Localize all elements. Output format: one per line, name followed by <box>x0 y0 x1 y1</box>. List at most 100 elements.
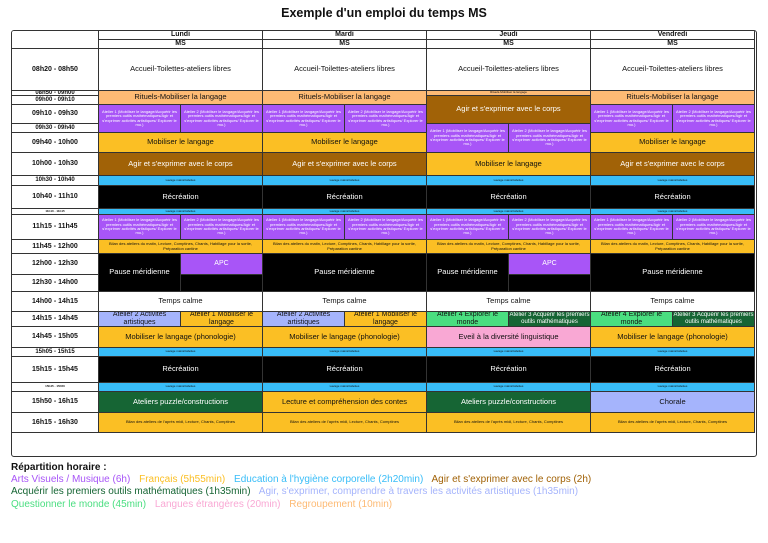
slot-atelier-1: Atelier 1 (Mobiliser le langage/Acquérir… <box>427 215 509 240</box>
slot-bilan-aprem: Bilan des ateliers de l'après midi, Lect… <box>263 413 427 433</box>
level-header: MS <box>263 40 427 49</box>
slot-recreation: Récréation <box>99 357 263 383</box>
slot-temps-calme: Temps calme <box>263 292 427 312</box>
slot-lavage: Lavage mains/toilettes <box>591 383 755 392</box>
slot-mobiliser: Mobiliser le langage <box>427 153 591 176</box>
slot-atelier-1: Atelier 1 (Mobiliser le langage/Acquérir… <box>263 215 345 240</box>
slot-atelier-2: Atelier 2 (Mobiliser le langage/Acquérir… <box>509 215 591 240</box>
slot-bilan-matin: Bilan des ateliers du matin, Lecture, Co… <box>427 240 591 254</box>
time-label: 08h50 - 09h00 <box>12 91 99 96</box>
slot-atelier-arts: Atelier 2 Activités artistiques <box>263 312 345 327</box>
time-label: 14h45 - 15h05 <box>12 327 99 348</box>
slot-agir-corps: Agir et s'exprimer avec le corps <box>591 153 755 176</box>
slot-temps-calme: Temps calme <box>427 292 591 312</box>
time-label: 14h00 - 14h15 <box>12 292 99 312</box>
slot-lavage: Lavage mains/toilettes <box>591 209 755 215</box>
slot-bilan-aprem: Bilan des ateliers de l'après midi, Lect… <box>591 413 755 433</box>
slot-atelier-2: Atelier 2 (Mobiliser le langage/Acquérir… <box>181 105 263 133</box>
level-header: MS <box>591 40 755 49</box>
slot-recreation: Récréation <box>263 186 427 209</box>
slot-eveil: Eveil à la diversité linguistique <box>427 327 591 348</box>
slot-recreation: Récréation <box>99 186 263 209</box>
time-label: 15h15 - 15h45 <box>12 357 99 383</box>
time-label: 15h45 - 15h50 <box>12 383 99 392</box>
slot-recreation: Récréation <box>263 357 427 383</box>
slot-pause: Pause méridienne <box>427 254 509 292</box>
slot-atelier-1: Atelier 1 (Mobiliser le langage/Acquérir… <box>263 105 345 133</box>
time-label: 09h00 - 09h10 <box>12 96 99 105</box>
slot-temps-calme: Temps calme <box>591 292 755 312</box>
slot-apc: APC <box>181 254 263 275</box>
slot-recreation: Récréation <box>591 186 755 209</box>
slot-atelier-2: Atelier 2 (Mobiliser le langage/Acquérir… <box>509 124 591 153</box>
legend-line: Questionner le monde (45min) Langues étr… <box>11 499 757 511</box>
slot-atelier-2: Atelier 2 (Mobiliser le langage/Acquérir… <box>181 215 263 240</box>
slot-atelier-2: Atelier 2 (Mobiliser le langage/Acquérir… <box>673 105 755 133</box>
time-label: 14h15 - 14h45 <box>12 312 99 327</box>
slot-bilan-aprem: Bilan des ateliers de l'après midi, Lect… <box>99 413 263 433</box>
legend: Répartition horaire : Arts Visuels / Mus… <box>11 462 757 511</box>
slot-atelier-maths: Atelier 3 Acquérir les premiers outils m… <box>509 312 591 327</box>
slot-phonologie: Mobiliser le langage (phonologie) <box>99 327 263 348</box>
legend-item: Regroupement (10min) <box>289 498 393 510</box>
slot-atelier-mob: Atelier 1 Mobiliser le langage <box>345 312 427 327</box>
slot-agir-corps: Agir et s'exprimer avec le corps <box>263 153 427 176</box>
slot-puzzle: Ateliers puzzle/constructions <box>99 392 263 413</box>
slot-lavage: Lavage mains/toilettes <box>591 348 755 357</box>
time-label: 11h45 - 12h00 <box>12 240 99 254</box>
slot-atelier-2: Atelier 2 (Mobiliser le langage/Acquérir… <box>673 215 755 240</box>
day-header-jeudi: Jeudi <box>427 31 591 40</box>
time-label: 09h10 - 09h30 <box>12 105 99 124</box>
legend-title: Répartition horaire : <box>11 462 107 473</box>
slot-atelier-arts: Atelier 2 Activités artistiques <box>99 312 181 327</box>
slot-bilan-aprem: Bilan des ateliers de l'après midi, Lect… <box>427 413 591 433</box>
legend-item: Français (5h55min) <box>139 474 226 486</box>
slot-lavage: Lavage mains/toilettes <box>427 176 591 186</box>
slot-accueil: Accueil-Toilettes-ateliers libres <box>591 49 755 91</box>
slot-mobiliser: Mobiliser le langage <box>99 133 263 153</box>
slot-atelier-mob: Atelier 1 Mobiliser le langage <box>181 312 263 327</box>
slot-chorale: Chorale <box>591 392 755 413</box>
slot-phonologie: Mobiliser le langage (phonologie) <box>263 327 427 348</box>
slot-lavage: Lavage mains/toilettes <box>263 383 427 392</box>
slot-atelier-monde: Atelier 4 Explorer le monde <box>591 312 673 327</box>
slot-rituels: Rituels-Mobiliser la langage <box>263 91 427 105</box>
day-header-mardi: Mardi <box>263 31 427 40</box>
slot-pause: Pause méridienne <box>263 254 427 292</box>
slot-accueil: Accueil-Toilettes-ateliers libres <box>99 49 263 91</box>
timetable: Lundi Mardi Jeudi Vendredi MS MS MS MS 0… <box>11 30 757 457</box>
time-label: 10h40 - 11h10 <box>12 186 99 209</box>
level-header: MS <box>427 40 591 49</box>
slot-accueil: Accueil-Toilettes-ateliers libres <box>427 49 591 91</box>
slot-atelier-1: Atelier 1 (Mobiliser le langage/Acquérir… <box>99 105 181 133</box>
slot-lavage: Lavage mains/toilettes <box>263 209 427 215</box>
slot-phonologie: Mobiliser le langage (phonologie) <box>591 327 755 348</box>
slot-lavage: Lavage mains/toilettes <box>427 383 591 392</box>
slot-rituels: Rituels-Mobiliser la langage <box>99 91 263 105</box>
slot-lavage: Lavage mains/toilettes <box>263 348 427 357</box>
slot-atelier-2: Atelier 2 (Mobiliser le langage/Acquérir… <box>345 215 427 240</box>
slot-lavage: Lavage mains/toilettes <box>591 176 755 186</box>
legend-item: Education à l'hygiène corporelle (2h20mi… <box>234 474 424 486</box>
slot-atelier-monde: Atelier 4 Explorer le monde <box>427 312 509 327</box>
slot-lavage: Lavage mains/toilettes <box>427 348 591 357</box>
day-header-lundi: Lundi <box>99 31 263 40</box>
slot-apc: APC <box>509 254 591 275</box>
time-label: 11h10 - 11h15 <box>12 209 99 215</box>
slot-lavage: Lavage mains/toilettes <box>99 209 263 215</box>
slot-atelier-2: Atelier 2 (Mobiliser le langage/Acquérir… <box>345 105 427 133</box>
time-label: 10h00 - 10h30 <box>12 153 99 176</box>
time-label: 10h30 - 10h40 <box>12 176 99 186</box>
slot-rituels: Rituels-Mobiliser la langage <box>591 91 755 105</box>
slot-atelier-maths: Atelier 3 Acquérir les premiers outils m… <box>673 312 755 327</box>
level-header: MS <box>99 40 263 49</box>
page-title: Exemple d'un emploi du temps MS <box>281 6 487 20</box>
time-label: 16h15 - 16h30 <box>12 413 99 433</box>
time-label: 11h15 - 11h45 <box>12 215 99 240</box>
slot-atelier-1: Atelier 1 (Mobiliser le langage/Acquérir… <box>591 105 673 133</box>
legend-item: Agir et s'exprimer avec le corps (2h) <box>431 474 592 486</box>
slot-accueil: Accueil-Toilettes-ateliers libres <box>263 49 427 91</box>
slot-recreation: Récréation <box>427 357 591 383</box>
slot-mobiliser: Mobiliser le langage <box>591 133 755 153</box>
time-label: 09h40 - 10h00 <box>12 133 99 153</box>
